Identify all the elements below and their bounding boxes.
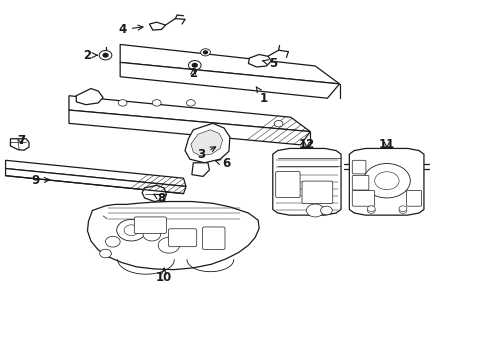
Text: 8: 8 bbox=[154, 192, 165, 205]
Polygon shape bbox=[142, 185, 166, 202]
Circle shape bbox=[100, 249, 111, 258]
FancyBboxPatch shape bbox=[202, 227, 224, 249]
Text: 1: 1 bbox=[256, 87, 267, 105]
FancyBboxPatch shape bbox=[134, 217, 166, 233]
Polygon shape bbox=[190, 130, 222, 156]
Polygon shape bbox=[248, 54, 271, 67]
Polygon shape bbox=[184, 123, 229, 163]
Circle shape bbox=[203, 51, 207, 54]
FancyBboxPatch shape bbox=[275, 171, 300, 198]
Circle shape bbox=[363, 163, 409, 198]
Text: 10: 10 bbox=[156, 268, 172, 284]
Circle shape bbox=[398, 206, 406, 212]
Circle shape bbox=[186, 100, 195, 106]
Circle shape bbox=[188, 60, 201, 70]
Circle shape bbox=[118, 100, 127, 106]
Text: 11: 11 bbox=[378, 138, 394, 150]
Circle shape bbox=[200, 49, 210, 56]
Polygon shape bbox=[76, 89, 103, 105]
Circle shape bbox=[306, 204, 324, 217]
Text: 4: 4 bbox=[118, 23, 142, 36]
Polygon shape bbox=[348, 148, 423, 215]
Polygon shape bbox=[10, 139, 29, 150]
Text: 6: 6 bbox=[215, 157, 230, 170]
Polygon shape bbox=[149, 22, 165, 30]
Text: 3: 3 bbox=[197, 147, 215, 161]
Circle shape bbox=[124, 225, 139, 235]
FancyBboxPatch shape bbox=[351, 175, 368, 190]
FancyBboxPatch shape bbox=[351, 160, 365, 174]
Polygon shape bbox=[69, 110, 310, 145]
FancyBboxPatch shape bbox=[406, 190, 421, 206]
Circle shape bbox=[152, 100, 161, 106]
Circle shape bbox=[192, 63, 197, 67]
Text: 2: 2 bbox=[189, 67, 197, 80]
FancyBboxPatch shape bbox=[351, 190, 374, 206]
Circle shape bbox=[99, 50, 112, 60]
Polygon shape bbox=[272, 148, 340, 215]
Polygon shape bbox=[69, 96, 310, 132]
FancyBboxPatch shape bbox=[168, 229, 196, 247]
Circle shape bbox=[274, 121, 283, 127]
Polygon shape bbox=[5, 168, 185, 194]
Polygon shape bbox=[87, 202, 259, 270]
Circle shape bbox=[366, 208, 374, 213]
Text: 5: 5 bbox=[262, 57, 276, 70]
Polygon shape bbox=[120, 62, 339, 98]
Text: 9: 9 bbox=[32, 174, 49, 187]
Text: 2: 2 bbox=[83, 49, 97, 62]
Circle shape bbox=[366, 206, 374, 212]
Polygon shape bbox=[5, 160, 185, 186]
Polygon shape bbox=[191, 163, 209, 176]
Text: 7: 7 bbox=[17, 134, 25, 147]
Circle shape bbox=[320, 206, 331, 215]
Circle shape bbox=[117, 220, 146, 241]
Circle shape bbox=[143, 228, 160, 241]
Circle shape bbox=[158, 237, 179, 253]
FancyBboxPatch shape bbox=[302, 181, 332, 204]
Circle shape bbox=[103, 53, 108, 57]
Circle shape bbox=[398, 208, 406, 213]
Circle shape bbox=[105, 236, 120, 247]
Circle shape bbox=[374, 172, 398, 190]
Polygon shape bbox=[120, 44, 339, 84]
Text: 12: 12 bbox=[298, 138, 314, 150]
